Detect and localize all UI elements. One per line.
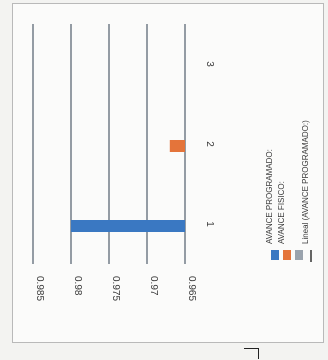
axis-tick-label: 0.975 [110, 276, 121, 301]
legend-label: Lineal (AVANCE PROGRAMADO:) [301, 120, 310, 244]
axis-tick-label: 0.985 [34, 276, 45, 301]
bar-chart: 0.985 0.98 0.975 0.97 0.965 1 2 3 AVANCE PROGR… [32, 24, 312, 301]
category-label: 3 [204, 61, 215, 67]
category-label: 1 [204, 221, 215, 227]
legend-swatch [271, 250, 279, 260]
legend-swatch [283, 250, 291, 260]
category-label: 2 [204, 141, 215, 147]
legend: AVANCE PROGRAMADO: AVANCE FISICO: Lineal (… [265, 120, 312, 262]
corner-mark [244, 348, 259, 359]
legend-label: AVANCE PROGRAMADO: [265, 149, 274, 244]
axis-tick-label: 0.97 [148, 276, 159, 296]
axis-tick-label: 0.98 [72, 276, 83, 296]
bars [71, 140, 185, 232]
legend-swatch [295, 250, 303, 260]
legend-label: AVANCE FISICO: [277, 181, 286, 244]
bar [169, 140, 185, 152]
axis-ticks: 0.985 0.98 0.975 0.97 0.965 [34, 276, 197, 301]
bar [71, 220, 185, 232]
axis-tick-label: 0.965 [186, 276, 197, 301]
chart-frame: 0.985 0.98 0.975 0.97 0.965 1 2 3 AVANCE PROGR… [12, 3, 324, 343]
category-labels: 1 2 3 [204, 61, 215, 227]
